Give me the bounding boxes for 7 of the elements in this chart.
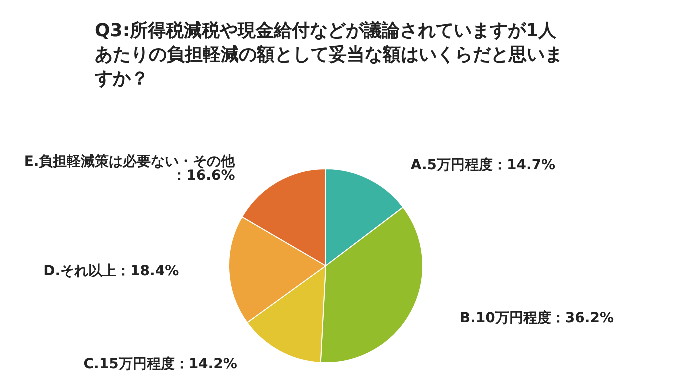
slice-label: E.負担軽減策は必要ない・その他 bbox=[24, 152, 236, 170]
slice-label: D.それ以上：18.4% bbox=[44, 263, 180, 280]
slice-label: A.5万円程度：14.7% bbox=[410, 156, 556, 174]
chart-title: Q3:所得税減税や現金給付などが議論されていますが1人あたりの負担軽減の額として妥当な額はいくらだと思いますか？ bbox=[94, 20, 563, 90]
data-label: ：16.6% bbox=[172, 168, 236, 184]
slice-label: C.15万円程度：14.2% bbox=[84, 355, 238, 372]
slice-label: B.10万円程度：36.2% bbox=[460, 310, 614, 327]
